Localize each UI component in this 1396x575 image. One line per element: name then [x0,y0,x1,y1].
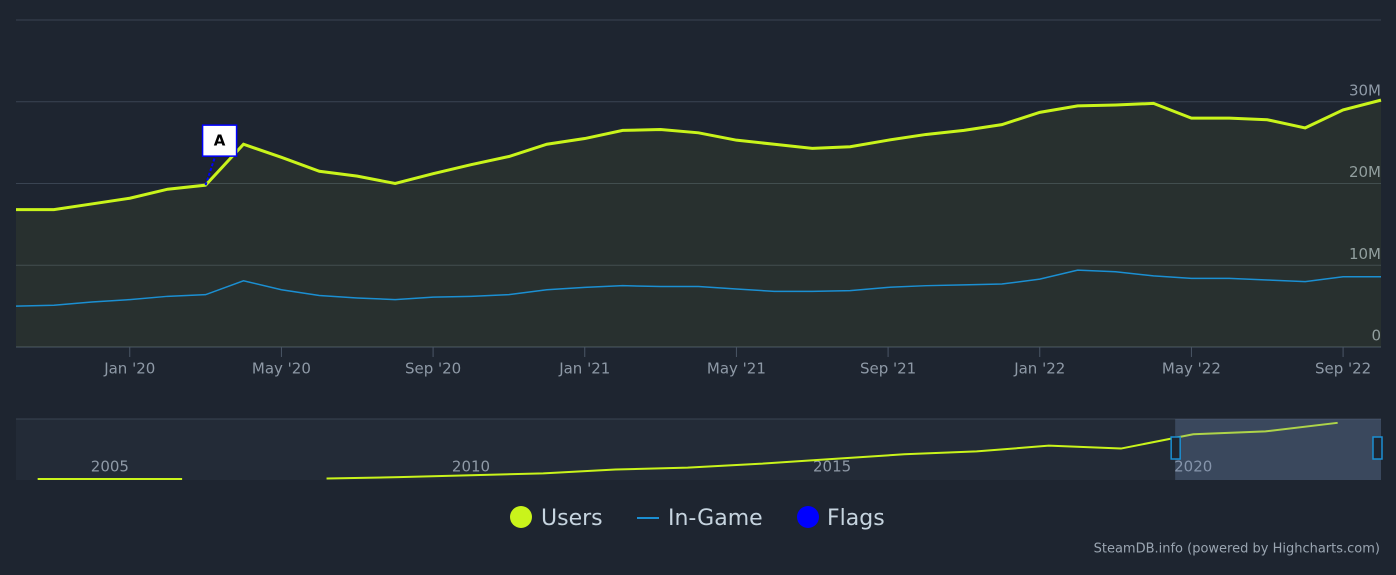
legend-label[interactable]: Flags [827,506,885,531]
x-tick-label: May '20 [252,360,311,378]
credits[interactable]: SteamDB.info (powered by Highcharts.com) [1094,542,1380,557]
legend-label[interactable]: In-Game [668,506,763,531]
y-tick-label: 20M [1349,163,1381,181]
navigator-tick-label: 2010 [452,458,490,476]
navigator-selection[interactable] [1175,419,1381,480]
x-tick-label: May '21 [707,360,766,378]
flag-stem [204,154,217,186]
flag-box[interactable] [201,124,238,157]
y-tick-label: 30M [1349,81,1381,99]
navigator-handle[interactable] [1372,436,1383,460]
x-tick-label: Jan '21 [558,360,610,378]
x-tick-label: Jan '22 [1013,360,1065,378]
x-tick-label: Sep '21 [860,360,916,378]
navigator-tick-label: 2005 [91,458,129,476]
users-area [16,100,1381,348]
navigator-handle[interactable] [1170,436,1181,460]
series-line [15,269,1381,307]
x-tick-label: Sep '20 [405,360,461,378]
navigator-line [326,421,1338,480]
legend-symbol[interactable] [797,506,819,528]
x-tick-label: Jan '20 [103,360,155,378]
y-tick-label: 10M [1349,245,1381,263]
series-line [16,98,1382,212]
legend-label[interactable]: Users [541,506,603,531]
navigator-tick-label: 2020 [1174,458,1212,476]
x-tick-label: Sep '22 [1315,360,1371,378]
navigator-bg [16,419,1381,480]
navigator-tick-label: 2015 [813,458,851,476]
legend-symbol[interactable] [510,506,532,528]
x-tick-label: May '22 [1162,360,1221,378]
y-tick-label: 0 [1371,327,1381,345]
flag-label[interactable]: A [214,132,226,150]
